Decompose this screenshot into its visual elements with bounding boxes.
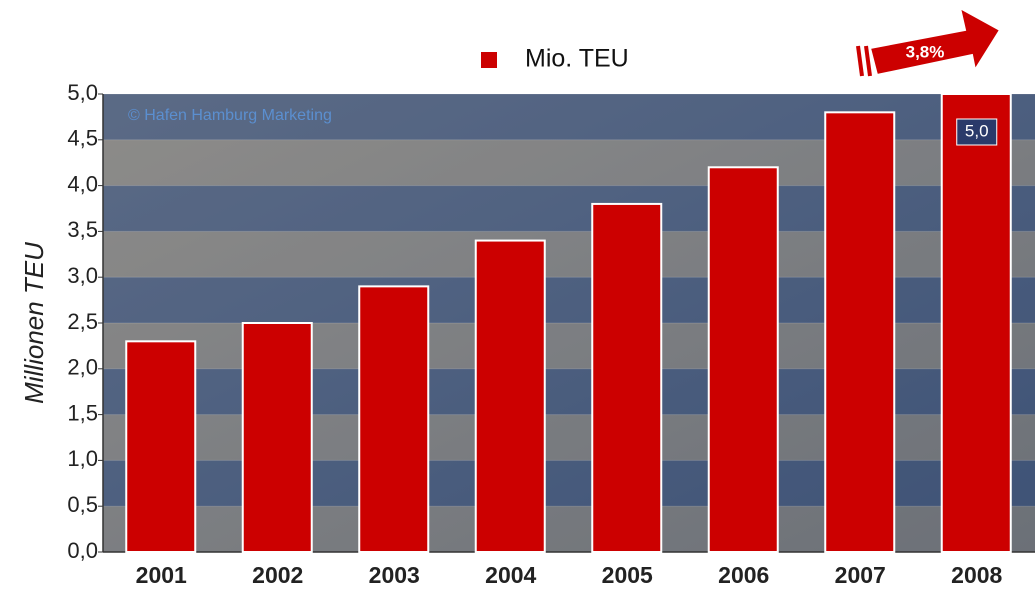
copyright: © Hafen Hamburg Marketing <box>128 107 332 124</box>
trend-label: 3,8% <box>906 42 945 61</box>
y-axis-label: Millionen TEU <box>19 242 49 404</box>
y-tick-label: 4,0 <box>67 171 98 196</box>
bar <box>125 340 197 553</box>
y-tick-label: 3,0 <box>67 263 98 288</box>
legend-swatch <box>481 52 497 68</box>
value-label: 5,0 <box>965 121 989 140</box>
y-tick-label: 4,5 <box>67 126 98 151</box>
y-tick-label: 5,0 <box>67 80 98 105</box>
y-tick-label: 0,0 <box>67 538 98 563</box>
bar <box>940 93 1012 553</box>
y-tick-label: 2,5 <box>67 309 98 334</box>
y-tick-label: 3,5 <box>67 217 98 242</box>
bar <box>824 111 896 553</box>
y-tick-label: 1,0 <box>67 446 98 471</box>
y-tick-label: 2,0 <box>67 355 98 380</box>
value-label-box <box>956 118 998 146</box>
bar <box>707 166 779 553</box>
y-tick-label: 1,5 <box>67 400 98 425</box>
x-tick-label: 2008 <box>951 562 1002 588</box>
x-tick-label: 2003 <box>369 562 420 588</box>
x-tick-label: 2005 <box>602 562 653 588</box>
x-tick-label: 2007 <box>835 562 886 588</box>
bar <box>358 285 430 553</box>
trend-arrow: 3,8% <box>856 6 1002 77</box>
bar <box>474 239 546 553</box>
y-tick-label: 0,5 <box>67 492 98 517</box>
bar <box>591 202 663 553</box>
x-tick-label: 2001 <box>136 562 187 588</box>
x-tick-label: 2004 <box>485 562 536 588</box>
x-tick-label: 2006 <box>718 562 769 588</box>
legend-label: Mio. TEU <box>525 45 629 73</box>
x-tick-label: 2002 <box>252 562 303 588</box>
bar <box>241 322 313 553</box>
